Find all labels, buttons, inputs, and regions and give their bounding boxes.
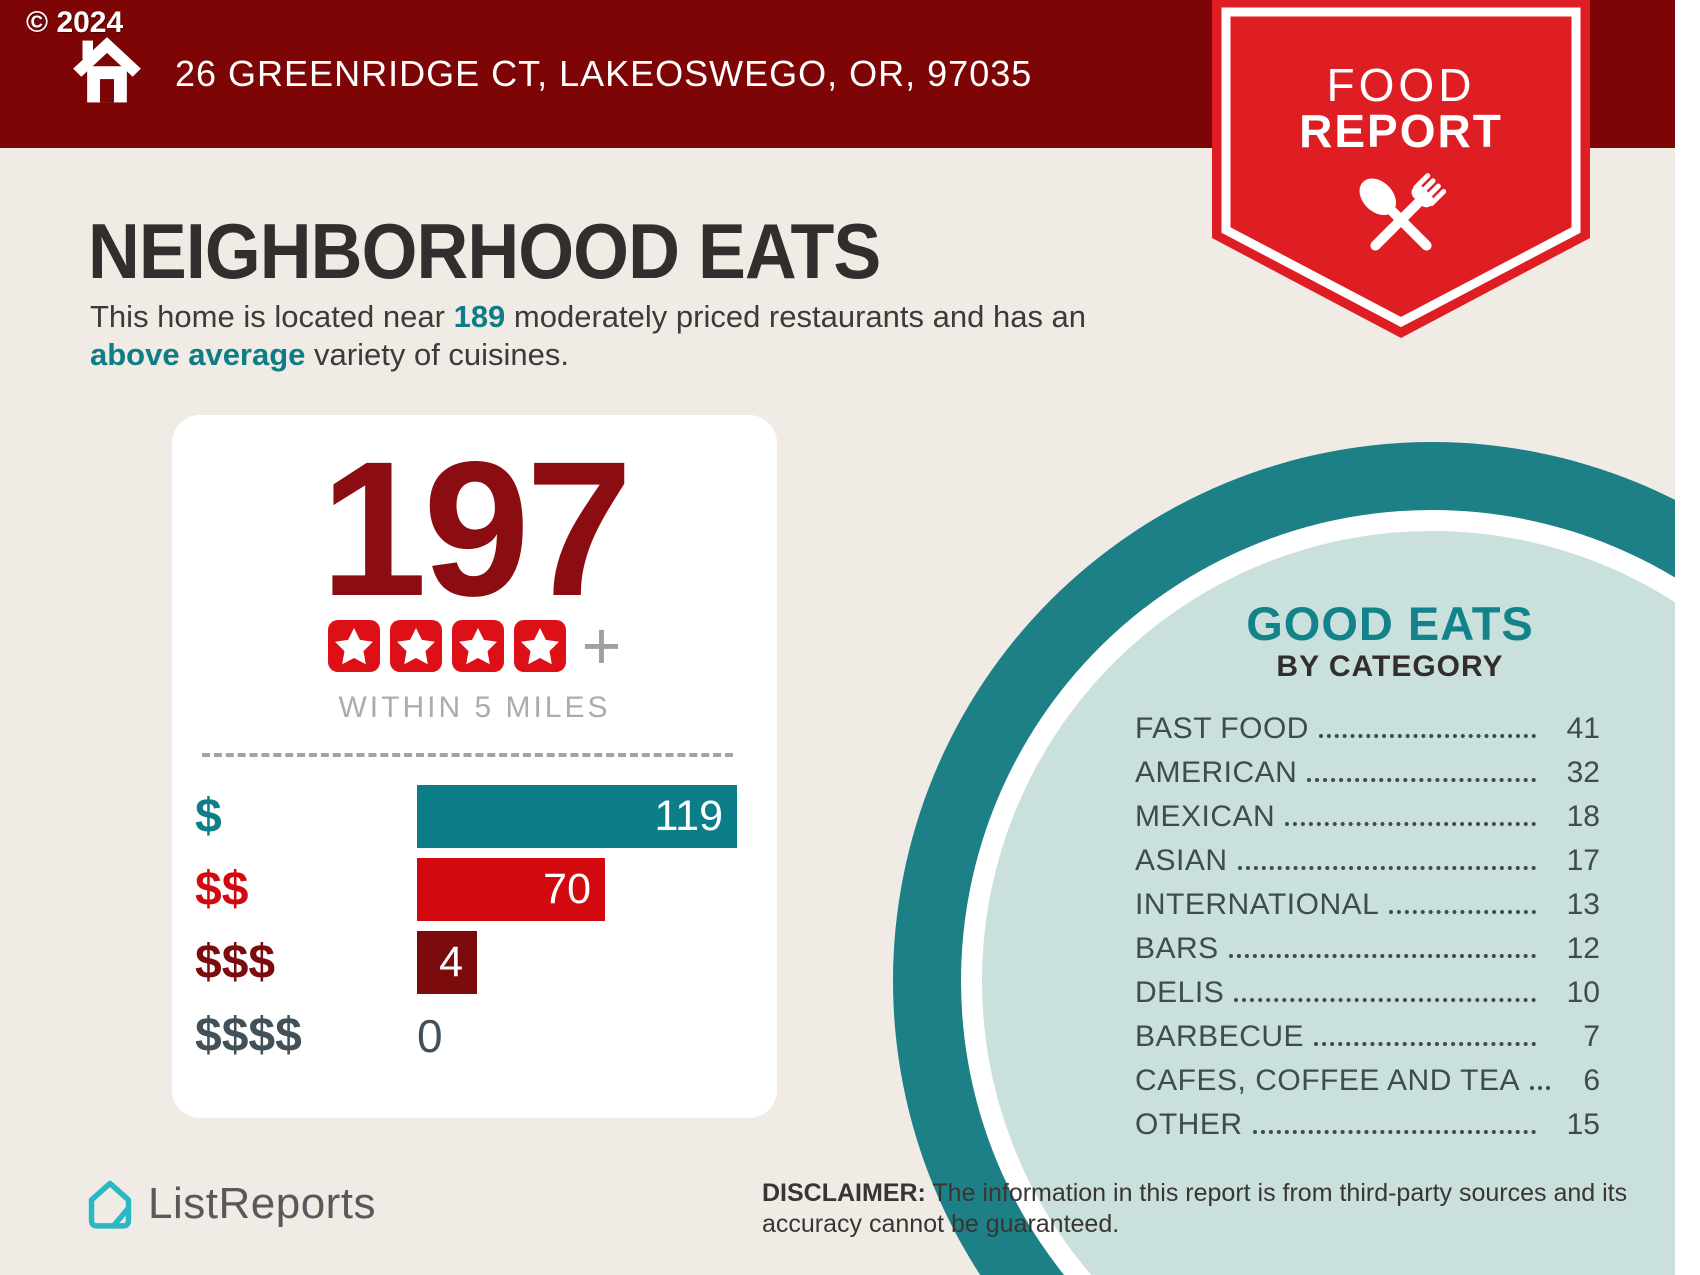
disclaimer: DISCLAIMER: The information in this repo…	[762, 1178, 1662, 1240]
price-tier-label: $$$$	[195, 1009, 302, 1062]
category-label: BARBECUE	[1135, 1020, 1305, 1053]
listreports-wordmark: ListReports	[148, 1179, 377, 1228]
price-tier-value: 0	[417, 1009, 443, 1062]
category-item: MEXICAN 18	[1135, 800, 1600, 844]
star-icon	[389, 620, 442, 672]
good-eats-title: GOOD EATS	[1246, 597, 1534, 650]
price-tier-row: $$ 70	[195, 858, 754, 921]
category-count: 6	[1583, 1064, 1600, 1097]
category-count: 18	[1566, 800, 1600, 833]
price-tier-bar-chart: $119 $$ 70 $$$ 4 $$$$ 0	[195, 785, 754, 1077]
price-tier-label: $	[195, 790, 222, 843]
price-tier-value: 70	[543, 865, 591, 913]
category-label: FAST FOOD	[1135, 712, 1309, 745]
category-item: CAFES, COFFEE AND TEA 6	[1135, 1064, 1600, 1108]
food-report-badge: FOOD REPORT	[1212, 0, 1590, 340]
intro-seg1: This home is located near	[90, 299, 454, 334]
intro-seg3: variety of cuisines.	[305, 337, 570, 372]
price-tier-row: $$$ 4	[195, 931, 754, 994]
category-label: INTERNATIONAL	[1135, 888, 1380, 921]
star-icon	[451, 620, 504, 672]
category-label: CAFES, COFFEE AND TEA	[1135, 1064, 1521, 1097]
home-icon	[72, 28, 142, 113]
category-count: 7	[1583, 1020, 1600, 1053]
copyright-text: © 2024	[26, 6, 124, 39]
dotted-leader	[1285, 822, 1536, 826]
category-label: OTHER	[1135, 1108, 1243, 1141]
right-margin-strip	[1675, 0, 1700, 1275]
category-item: BARBECUE 7	[1135, 1020, 1600, 1064]
category-count: 13	[1566, 888, 1600, 921]
dotted-leader	[1318, 734, 1536, 738]
category-item: AMERICAN 32	[1135, 756, 1600, 800]
disclaimer-text: The information in this report is from t…	[762, 1179, 1628, 1238]
dashed-divider	[202, 753, 733, 757]
dotted-leader	[1314, 1042, 1536, 1046]
category-count: 12	[1566, 932, 1600, 965]
category-item: BARS 12	[1135, 932, 1600, 976]
price-tier-row: $$$$ 0	[195, 1004, 754, 1067]
price-tier-row: $119	[195, 785, 754, 848]
intro-highlight: above average	[90, 337, 306, 372]
badge-title-line2: REPORT	[1299, 105, 1503, 157]
page-title: NEIGHBORHOOD EATS	[88, 207, 881, 295]
category-count: 32	[1566, 756, 1600, 789]
listreports-house-icon	[88, 1180, 132, 1229]
category-label: ASIAN	[1135, 844, 1228, 877]
price-tier-bar: 119	[417, 785, 737, 848]
dotted-leader	[1228, 954, 1536, 958]
stars-row: +	[172, 608, 777, 684]
dotted-leader	[1237, 866, 1536, 870]
dotted-leader	[1389, 910, 1536, 914]
listreports-logo: ListReports	[86, 1178, 376, 1230]
radius-label: WITHIN 5 MILES	[338, 691, 611, 724]
category-item: OTHER 15	[1135, 1108, 1600, 1152]
dotted-leader	[1252, 1130, 1536, 1134]
good-eats-subtitle: BY CATEGORY	[1276, 650, 1504, 683]
spoon-fork-icon	[1341, 158, 1461, 283]
restaurant-summary-card: 197 + WITHIN 5 MILES $119 $$ 70 $$$ 4 $$$$ 0	[172, 415, 777, 1118]
category-item: INTERNATIONAL 13	[1135, 888, 1600, 932]
star-icon	[513, 620, 566, 672]
plus-sign: +	[581, 608, 622, 684]
category-item: FAST FOOD 41	[1135, 712, 1600, 756]
property-address: 26 GREENRIDGE CT, LAKEOSWEGO, OR, 97035	[175, 53, 1033, 94]
price-tier-bar: 70	[417, 858, 605, 921]
star-icon	[327, 620, 380, 672]
intro-seg2: moderately priced restaurants and has an	[505, 299, 1087, 334]
dotted-leader	[1234, 998, 1536, 1002]
category-list: FAST FOOD 41 AMERICAN 32 MEXICAN 18 ASIAN 17 INT…	[1135, 712, 1600, 1152]
price-tier-value: 119	[654, 792, 723, 840]
dotted-leader	[1530, 1086, 1551, 1090]
restaurant-count: 197	[320, 421, 632, 636]
price-tier-label: $$$	[195, 936, 276, 989]
price-tier-bar: 4	[417, 931, 477, 994]
category-count: 41	[1566, 712, 1600, 745]
price-tier-value: 4	[439, 938, 463, 986]
category-item: ASIAN 17	[1135, 844, 1600, 888]
category-label: BARS	[1135, 932, 1219, 965]
star-rating	[327, 620, 566, 672]
category-item: DELIS 10	[1135, 976, 1600, 1020]
ribbon-shape	[1212, 0, 1590, 338]
category-label: AMERICAN	[1135, 756, 1298, 789]
badge-title-line1: FOOD	[1326, 59, 1476, 111]
disclaimer-label: DISCLAIMER:	[762, 1179, 926, 1207]
intro-count: 189	[453, 299, 506, 334]
category-count: 17	[1566, 844, 1600, 877]
category-count: 15	[1566, 1108, 1600, 1141]
price-tier-label: $$	[195, 863, 249, 916]
intro-paragraph: This home is located near 189 moderately…	[90, 298, 1090, 374]
category-count: 10	[1566, 976, 1600, 1009]
category-label: DELIS	[1135, 976, 1225, 1009]
category-label: MEXICAN	[1135, 800, 1276, 833]
dotted-leader	[1307, 778, 1536, 782]
